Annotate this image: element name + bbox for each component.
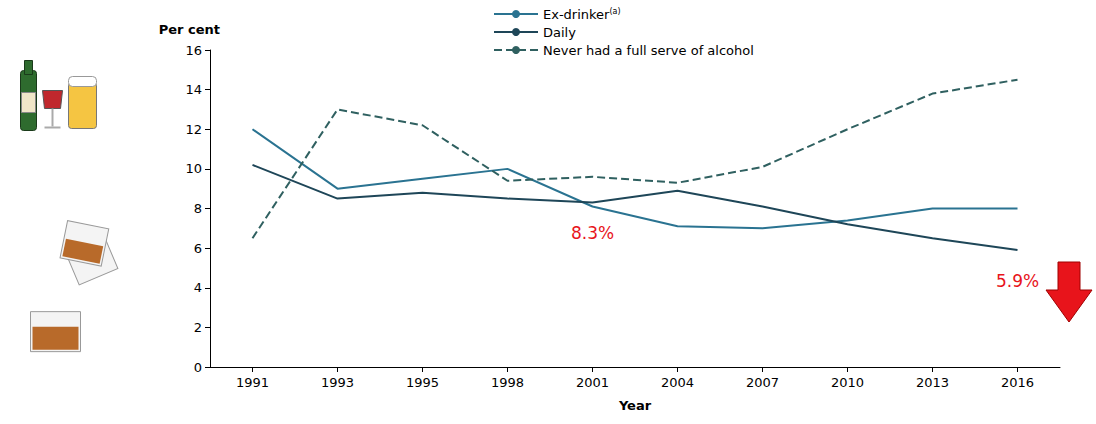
svg-text:2: 2 (194, 320, 202, 335)
svg-text:12: 12 (185, 122, 202, 137)
svg-text:1995: 1995 (406, 375, 439, 390)
svg-text:2010: 2010 (831, 375, 864, 390)
svg-text:2007: 2007 (746, 375, 779, 390)
svg-text:Per cent: Per cent (159, 22, 220, 37)
svg-text:8: 8 (194, 201, 202, 216)
svg-text:0: 0 (194, 360, 202, 375)
svg-text:2013: 2013 (916, 375, 949, 390)
svg-text:5.9%: 5.9% (996, 271, 1039, 291)
svg-text:10: 10 (185, 161, 202, 176)
svg-text:Ex-drinker: Ex-drinker (543, 7, 610, 22)
svg-text:1991: 1991 (236, 375, 269, 390)
svg-text:1993: 1993 (321, 375, 354, 390)
svg-text:1998: 1998 (491, 375, 524, 390)
svg-text:2016: 2016 (1001, 375, 1034, 390)
svg-text:(a): (a) (609, 7, 620, 16)
svg-text:2004: 2004 (661, 375, 694, 390)
svg-text:Daily: Daily (543, 25, 576, 40)
svg-text:Year: Year (618, 398, 652, 413)
svg-text:Never had a full serve of alco: Never had a full serve of alcohol (543, 43, 754, 58)
svg-text:6: 6 (194, 241, 202, 256)
svg-text:2001: 2001 (576, 375, 609, 390)
svg-text:16: 16 (185, 43, 202, 58)
svg-text:14: 14 (185, 82, 202, 97)
svg-text:4: 4 (194, 280, 202, 295)
svg-text:8.3%: 8.3% (571, 223, 614, 243)
